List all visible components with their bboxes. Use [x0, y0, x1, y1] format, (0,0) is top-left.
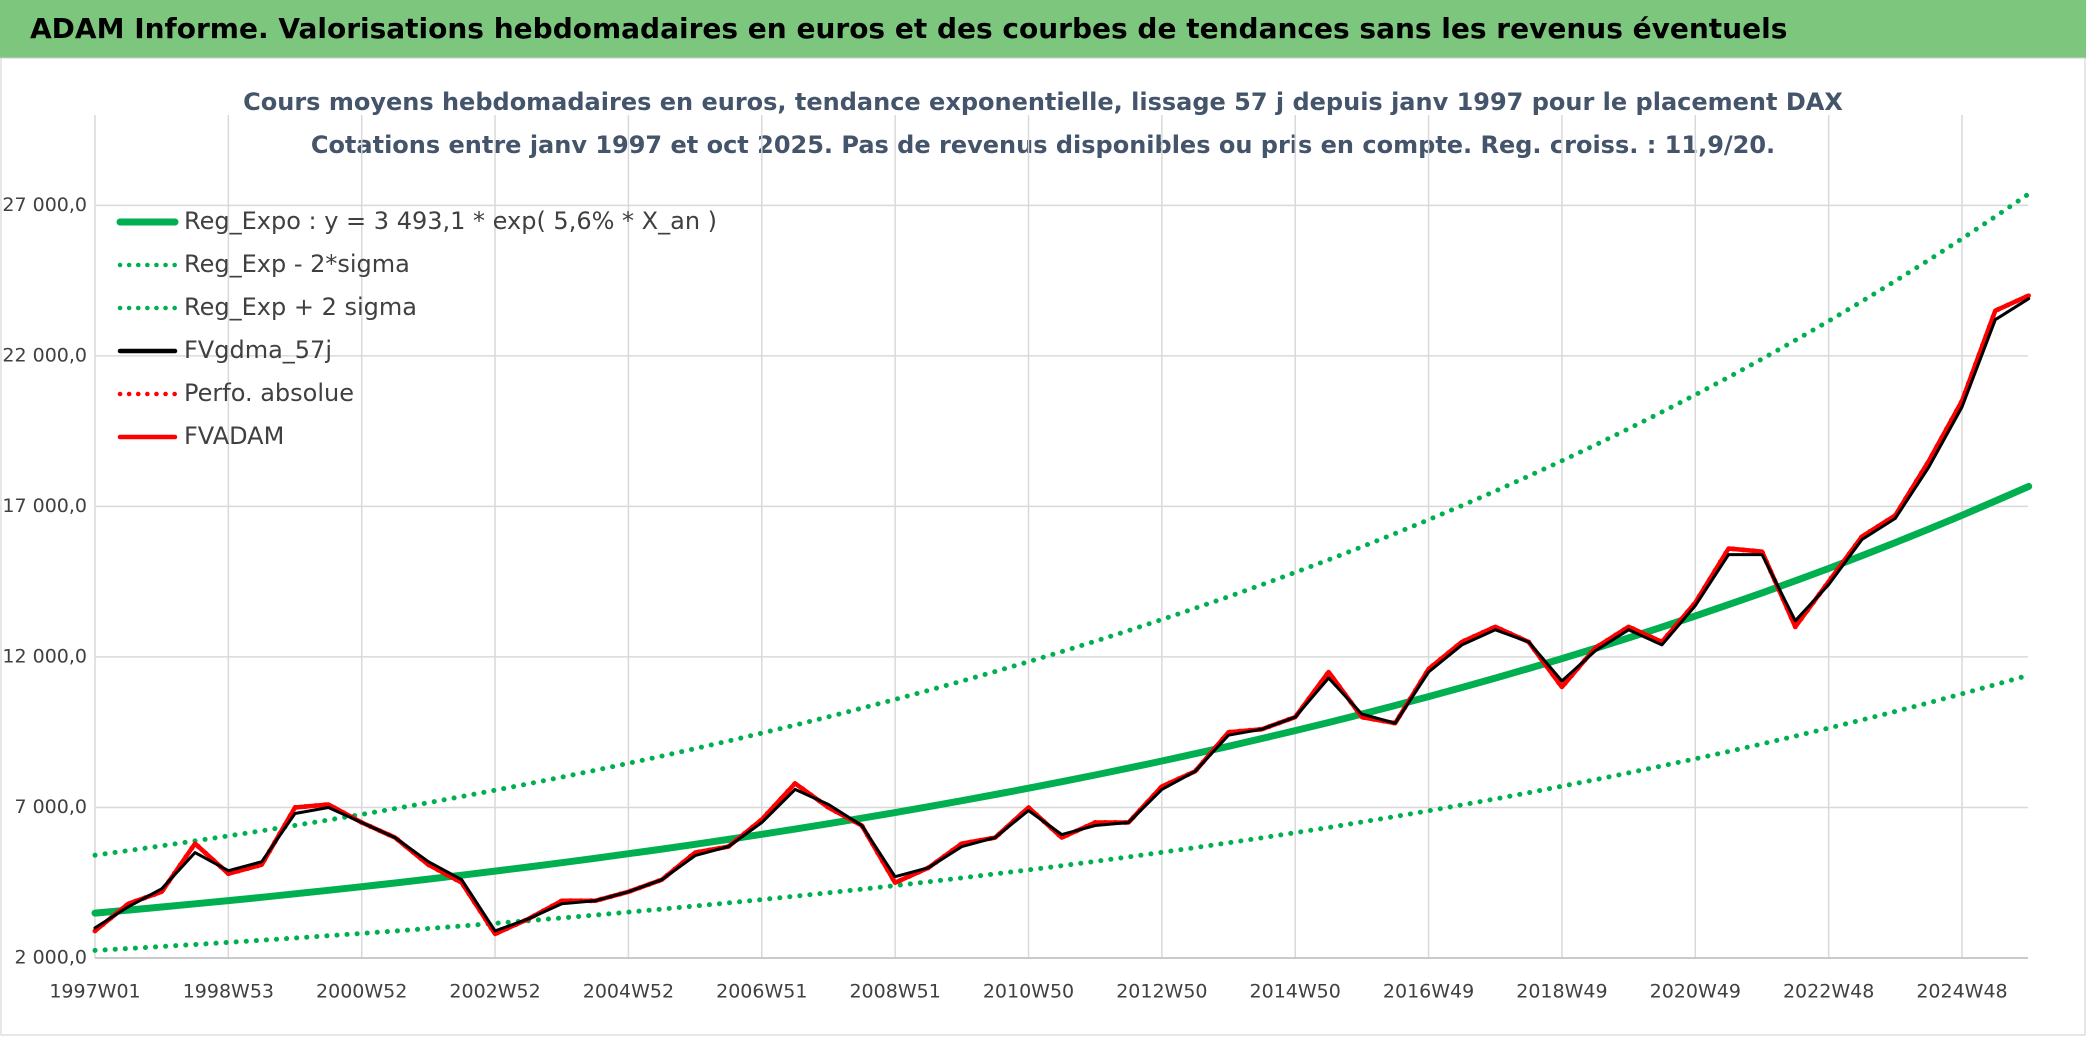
y-tick-label: 22 000,0	[2, 344, 87, 366]
y-tick-label: 12 000,0	[2, 645, 87, 667]
y-tick-label: 7 000,0	[14, 796, 87, 818]
x-tick-label: 2024W48	[1916, 981, 2007, 1003]
x-tick-label: 2006W51	[716, 981, 807, 1003]
series-line	[91, 482, 2033, 917]
series-line	[93, 297, 2031, 933]
series-line	[92, 672, 2032, 953]
x-tick-label: 2004W52	[583, 981, 674, 1003]
legend-label: Perfo. absolue	[184, 379, 354, 407]
legend-label: Reg_Expo : y = 3 493,1 * exp( 5,6% * X_a…	[184, 207, 717, 235]
x-tick-label: 1997W01	[49, 981, 140, 1003]
y-tick-label: 27 000,0	[2, 194, 87, 216]
plot: 2 000,0 7 000,0 12 000,0 17 000,0 22 000,0 27…	[2, 115, 2033, 1003]
chart-title: Cours moyens hebdomadaires en euros, ten…	[243, 88, 1843, 116]
header-title: ADAM Informe. Valorisations hebdomadaire…	[30, 12, 1787, 45]
chart-frame	[0, 57, 2086, 1036]
chart-subtitle: Cotations entre janv 1997 et oct 2025. P…	[311, 131, 1775, 159]
x-tick-label: 2012W50	[1116, 981, 1207, 1003]
x-tick-label: 2020W49	[1650, 981, 1741, 1003]
x-tick-label: 2000W52	[316, 981, 407, 1003]
x-tick-label: 2018W49	[1516, 981, 1607, 1003]
header-bar	[0, 0, 2086, 58]
legend-label: FVADAM	[184, 422, 284, 450]
x-tick-label: 2016W49	[1383, 981, 1474, 1003]
legend-label: Reg_Exp + 2 sigma	[184, 293, 417, 321]
legend-label: FVgdma_57j	[184, 336, 332, 364]
x-tick-label: 2022W48	[1783, 981, 1874, 1003]
x-tick-label: 2002W52	[449, 981, 540, 1003]
x-tick-label: 2014W50	[1250, 981, 1341, 1003]
series-line	[92, 191, 2032, 858]
x-tick-label: 2010W50	[983, 981, 1074, 1003]
legend-label: Reg_Exp - 2*sigma	[184, 250, 410, 278]
series-line	[92, 293, 2031, 937]
x-tick-label: 1998W53	[183, 981, 274, 1003]
x-tick-label: 2008W51	[849, 981, 940, 1003]
y-tick-label: 2 000,0	[14, 947, 87, 969]
y-tick-label: 17 000,0	[2, 495, 87, 517]
